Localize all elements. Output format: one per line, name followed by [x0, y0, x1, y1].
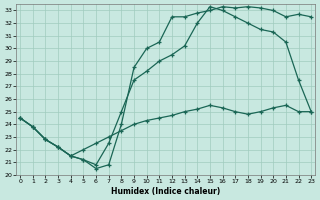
- X-axis label: Humidex (Indice chaleur): Humidex (Indice chaleur): [111, 187, 220, 196]
